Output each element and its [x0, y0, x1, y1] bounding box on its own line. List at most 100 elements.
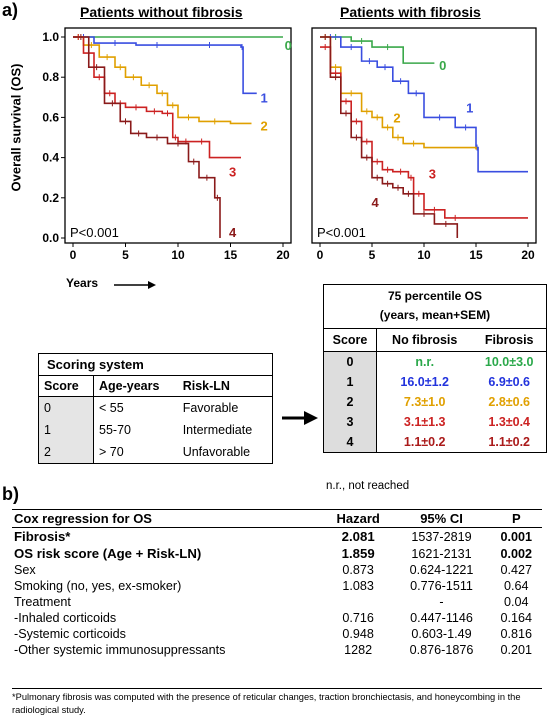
survival-curve-2: [320, 36, 477, 150]
y-tick-label: 0.4: [42, 151, 59, 165]
cox-p-cell: 0.002: [500, 546, 533, 561]
table-row: Sex 0.873 0.624-1221 0.427: [12, 562, 542, 578]
table-row: 1 55-70 Intermediate: [39, 419, 272, 441]
survival-curve-0: [320, 36, 435, 64]
cox-label-cell: -Inhaled corticoids: [14, 611, 117, 625]
table-row: -Systemic corticoids 0.948 0.603-1.49 0.816: [12, 626, 542, 642]
table-row: -Inhaled corticoids 0.716 0.447-1146 0.164: [12, 610, 542, 626]
series-label: 1: [466, 100, 473, 115]
scoring-header-age: Age-years: [99, 379, 160, 393]
percentile-fibrosis-cell: 6.9±0.6: [488, 375, 531, 389]
cox-hazard-cell: 1.859: [341, 546, 375, 561]
panel-b-label: b): [2, 484, 19, 504]
scoring-risk-cell: Favorable: [182, 401, 239, 415]
scoring-age-cell: < 55: [99, 401, 124, 415]
cox-p-cell: 0.201: [500, 643, 533, 657]
cox-p-cell: 0.427: [500, 563, 533, 577]
percentile-nofibrosis-cell: 3.1±1.3: [403, 415, 446, 429]
x-tick-label: 5: [122, 248, 129, 262]
series-label: 4: [372, 195, 380, 210]
cox-label-cell: Treatment: [14, 595, 71, 609]
scoring-table: Score Age-years Risk-LN 0 < 55 Favorable…: [39, 375, 272, 463]
table-row: Smoking (no, yes, ex-smoker) 1.083 0.776-1…: [12, 578, 542, 594]
table-row: 2 7.3±1.0 2.8±0.6: [324, 392, 546, 412]
x-tick-label: 20: [276, 248, 290, 262]
arrow-right-icon: [282, 411, 318, 425]
chart-title-no-fibrosis: Patients without fibrosis: [80, 4, 243, 20]
arrow-right-icon: [114, 281, 156, 289]
x-tick-label: 15: [469, 248, 483, 262]
scoring-age-cell: > 70: [99, 445, 124, 459]
table-row: -Other systemic immunosuppressants 1282 0.…: [12, 642, 542, 658]
cox-label-cell: Smoking (no, yes, ex-smoker): [14, 579, 182, 593]
cox-hazard-cell: 1.083: [342, 579, 374, 593]
plot-frame: [64, 27, 292, 244]
cox-ci-cell: 0.624-1221: [409, 563, 474, 577]
percentile-header-score: Score: [324, 328, 377, 352]
x-tick-label: 5: [369, 248, 376, 262]
y-tick-label: 0.2: [42, 191, 59, 205]
cox-ci-cell: -: [439, 595, 444, 609]
cox-p-cell: 0.04: [504, 595, 529, 609]
table-row: Treatment - 0.04: [12, 594, 542, 610]
y-tick-label: 0.6: [42, 110, 59, 124]
years-arrow-label: Years: [66, 276, 99, 290]
scoring-age-cell: 55-70: [99, 423, 131, 437]
series-label: 1: [260, 90, 267, 105]
cox-header-row: Cox regression for OS Hazard 95% CI P: [12, 509, 542, 528]
cox-label-cell: Fibrosis*: [14, 529, 71, 544]
scoring-header-row: Score Age-years Risk-LN: [39, 375, 272, 397]
percentile-nofibrosis-cell: 7.3±1.0: [403, 395, 446, 409]
x-tick-label: 10: [417, 248, 431, 262]
scoring-system-box: Scoring system Score Age-years Risk-LN 0…: [38, 353, 273, 464]
cox-ci-cell: 0.876-1876: [409, 643, 474, 657]
percentile-nofibrosis-cell: 1.1±0.2: [403, 435, 446, 449]
scoring-score-cell: 0: [39, 396, 94, 419]
series-label: 2: [260, 118, 267, 133]
scoring-risk-cell: Intermediate: [182, 423, 253, 437]
cox-header-hazard: Hazard: [336, 511, 380, 526]
x-tick-label: 15: [224, 248, 238, 262]
percentile-fibrosis-cell: 1.3±0.4: [488, 415, 531, 429]
table-row: 4 1.1±0.2 1.1±0.2: [324, 432, 546, 452]
cox-hazard-cell: [324, 594, 393, 610]
cox-label-cell: -Systemic corticoids: [14, 627, 126, 641]
cox-header-p: P: [511, 511, 521, 526]
scoring-score-cell: 2: [39, 441, 94, 463]
scoring-score-cell: 1: [39, 419, 94, 441]
cox-hazard-cell: 1282: [344, 643, 373, 657]
percentile-header-nofibrosis: No fibrosis: [392, 333, 458, 347]
survival-curve-1: [73, 36, 257, 95]
cox-hazard-cell: 0.873: [342, 563, 374, 577]
percentile-note: n.r., not reached: [326, 480, 410, 492]
percentile-title: 75 percentile OS: [387, 289, 483, 303]
cox-ci-cell: 1537-2819: [411, 529, 472, 544]
cox-table-bottom-rule: [12, 688, 542, 689]
percentile-table: Score No fibrosis Fibrosis 0 n.r. 10.0±3.0…: [324, 328, 546, 452]
p-value-annotation: P<0.001: [317, 225, 366, 240]
cox-label-cell: -Other systemic immunosuppressants: [14, 643, 226, 657]
percentile-fibrosis-cell: 10.0±3.0: [484, 355, 534, 369]
x-tick-label: 20: [521, 248, 535, 262]
survival-curve-2: [73, 36, 252, 125]
x-tick-label: 10: [171, 248, 185, 262]
survival-curve-1: [320, 36, 528, 173]
series-label: 0: [285, 38, 292, 53]
p-value-annotation: P<0.001: [70, 225, 119, 240]
scoring-system-title: Scoring system: [47, 357, 144, 372]
cox-ci-cell: 0.447-1146: [410, 611, 473, 625]
chart-title-fibrosis: Patients with fibrosis: [340, 4, 481, 20]
percentile-score-cell: 3: [324, 412, 377, 432]
percentile-score-cell: 1: [324, 372, 377, 392]
cox-hazard-cell: 0.716: [342, 611, 374, 625]
cox-label-cell: OS risk score (Age + Risk-LN): [14, 546, 202, 561]
cox-hazard-cell: 0.948: [342, 627, 374, 641]
scoring-risk-cell: Unfavorable: [182, 445, 251, 459]
table-row: OS risk score (Age + Risk-LN) 1.859 1621-2…: [12, 545, 542, 562]
cox-p-cell: 0.816: [500, 627, 533, 641]
scoring-header-score: Score: [39, 375, 94, 397]
chart-no-fibrosis: 0 5 10 15 20 0.0 0.2 0.4 0.6 0.8 1.0 0 1 2 3 4 P<0.001: [42, 27, 292, 262]
y-tick-label: 0.0: [42, 231, 59, 245]
table-row: 3 3.1±1.3 1.3±0.4: [324, 412, 546, 432]
